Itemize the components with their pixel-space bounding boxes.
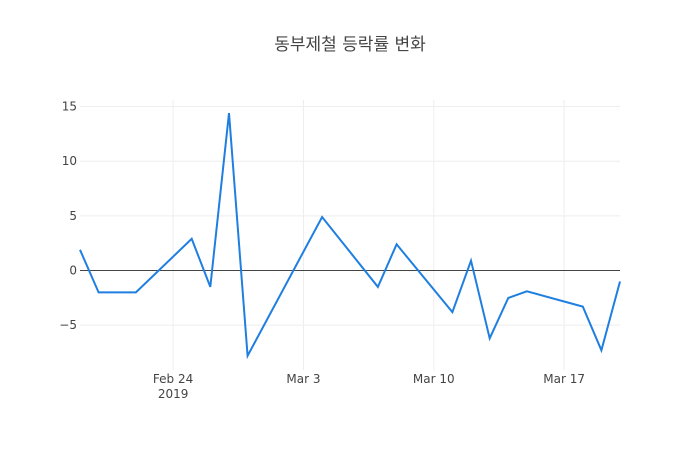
y-tick-label: 10 bbox=[62, 154, 77, 168]
x-tick-label: Feb 24 bbox=[153, 372, 193, 386]
chart-title: 동부제철 등락률 변화 bbox=[274, 35, 426, 55]
x-tick-label: Mar 10 bbox=[413, 372, 455, 386]
data-series bbox=[79, 112, 621, 360]
grid-lines bbox=[80, 100, 620, 370]
x-tick-year-label: 2019 bbox=[158, 387, 189, 401]
y-tick-label: −5 bbox=[59, 318, 77, 332]
y-tick-label: 0 bbox=[69, 264, 77, 278]
y-tick-label: 5 bbox=[69, 209, 77, 223]
y-axis: 15 10 5 0 −5 bbox=[59, 100, 77, 333]
series-line bbox=[79, 112, 621, 360]
x-tick-label: Mar 3 bbox=[286, 372, 320, 386]
y-tick-label: 15 bbox=[62, 100, 77, 114]
x-tick-label: Mar 17 bbox=[543, 372, 585, 386]
